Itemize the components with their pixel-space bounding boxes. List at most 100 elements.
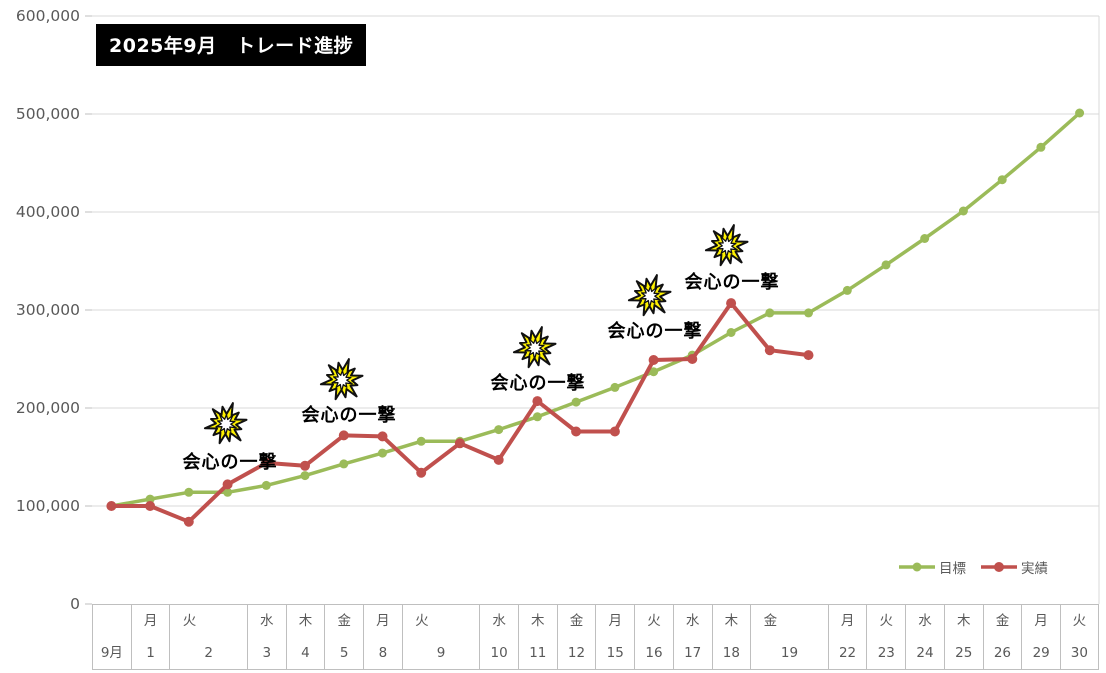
x-axis-weekday-label: 金 [995, 613, 1010, 629]
x-axis-date-label: 12 [567, 645, 586, 661]
actual-point [145, 501, 156, 511]
x-axis-date-label: 1 [146, 645, 155, 661]
x-axis-cell: 火 30 [1060, 605, 1099, 669]
x-axis-cell: 金 12 [556, 605, 596, 669]
x-axis-weekday-label: 月 [143, 613, 158, 629]
target-point [416, 436, 426, 446]
x-axis-weekday-label: 月 [376, 613, 390, 629]
x-axis-cell: 木 25 [943, 605, 983, 669]
target-point [610, 382, 620, 392]
target-point [649, 367, 659, 377]
x-axis-date-label: 29 [1032, 645, 1050, 661]
x-axis-date-label: 10 [490, 645, 508, 661]
x-axis-date-label: 25 [955, 645, 973, 661]
x-axis-date-label: 17 [684, 645, 702, 661]
actual-point [493, 454, 504, 465]
x-axis-cell: 月 29 [1021, 605, 1060, 669]
actual-point [106, 501, 117, 511]
target-point [1036, 142, 1046, 152]
starburst-icon [319, 358, 364, 401]
y-axis-tick-label: 0 [70, 595, 80, 613]
legend-marker-actual-icon [981, 562, 1017, 572]
x-axis-weekday-label: 月 [1034, 613, 1048, 629]
x-axis-cell: 火 23 [866, 605, 905, 669]
target-point [532, 412, 542, 422]
x-axis-weekday-label: 水 [260, 613, 274, 629]
actual-point [764, 345, 775, 356]
actual-point [687, 354, 698, 364]
x-axis-cell: 月 22 [827, 605, 867, 669]
x-axis-cell: 金 19 [750, 605, 827, 669]
x-axis-weekday-label: 月 [840, 613, 855, 629]
x-axis-date-label: 11 [529, 645, 547, 661]
target-point [378, 448, 387, 458]
x-axis-weekday-label: 水 [492, 613, 506, 629]
actual-point [300, 460, 310, 471]
actual-point [571, 426, 582, 437]
target-point [997, 175, 1007, 185]
legend-item-actual: 実績 [980, 557, 1048, 577]
target-point [494, 425, 504, 435]
target-point [958, 206, 968, 216]
actual-point [183, 516, 194, 527]
actual-point [532, 396, 543, 407]
legend-item-target: 目標 [898, 557, 966, 577]
annotation-label: 会心の一撃 [490, 373, 586, 394]
target-point [1075, 108, 1085, 118]
annotation-label: 会心の一撃 [684, 272, 780, 293]
x-axis-cell: 水 10 [479, 605, 518, 669]
target-point [726, 328, 736, 337]
x-axis-date-label: 18 [722, 645, 740, 661]
x-axis-weekday-label: 火 [879, 613, 894, 629]
y-axis-tick-label: 500,000 [15, 105, 80, 123]
target-point [339, 459, 349, 469]
x-axis-weekday-label: 金 [337, 613, 351, 629]
annotation-label: 会心の一撃 [301, 405, 397, 426]
actual-point [338, 430, 349, 441]
x-axis-date-label: 23 [877, 645, 895, 661]
legend: 目標 実績 [898, 557, 1048, 577]
x-axis-cell: 月 15 [595, 605, 634, 669]
x-axis-cell: 水 17 [672, 605, 712, 669]
target-point [184, 487, 194, 497]
x-axis-weekday-label: 木 [298, 613, 313, 629]
annotation-label: 会心の一撃 [182, 452, 278, 473]
y-axis-tick-label: 600,000 [15, 7, 80, 25]
y-axis-tick-label: 200,000 [15, 399, 80, 417]
actual-point [803, 350, 814, 361]
x-axis-weekday-label: 木 [956, 613, 971, 629]
x-axis-weekday-label: 木 [724, 613, 739, 629]
x-axis-date-label: 3 [262, 645, 272, 661]
x-axis-weekday-label: 水 [685, 613, 700, 629]
x-axis-date-label: 9月 [100, 645, 123, 661]
target-point [881, 260, 891, 270]
actual-point [726, 298, 737, 309]
actual-point [261, 457, 272, 468]
x-axis-weekday-label [93, 605, 131, 637]
actual-point [222, 479, 233, 490]
x-axis-date-label: 8 [378, 645, 388, 661]
actual-point [416, 467, 427, 478]
starburst-icon [512, 326, 557, 369]
y-axis-tick-label: 400,000 [15, 203, 80, 221]
starburst-icon [704, 224, 749, 267]
x-axis-weekday-label: 木 [531, 613, 545, 629]
x-axis-date-label: 24 [916, 645, 934, 661]
x-axis-date-label: 26 [993, 645, 1012, 661]
annotation-label: 会心の一撃 [607, 321, 703, 342]
y-axis-tick-label: 100,000 [15, 497, 80, 515]
legend-marker-target-icon [899, 562, 935, 572]
x-axis-date-label: 4 [301, 645, 310, 661]
x-axis-date-label: 5 [339, 645, 349, 661]
target-point [145, 494, 155, 504]
x-axis-date-label: 2 [204, 645, 213, 661]
x-axis: 9月月 1 火 2 水 3 木 4 金 5 月 8 火 9 水 10 木 11 金 12 月 15 火 16 水 17 木 18 金 19… [92, 604, 1099, 670]
x-axis-cell: 木 11 [517, 605, 557, 669]
